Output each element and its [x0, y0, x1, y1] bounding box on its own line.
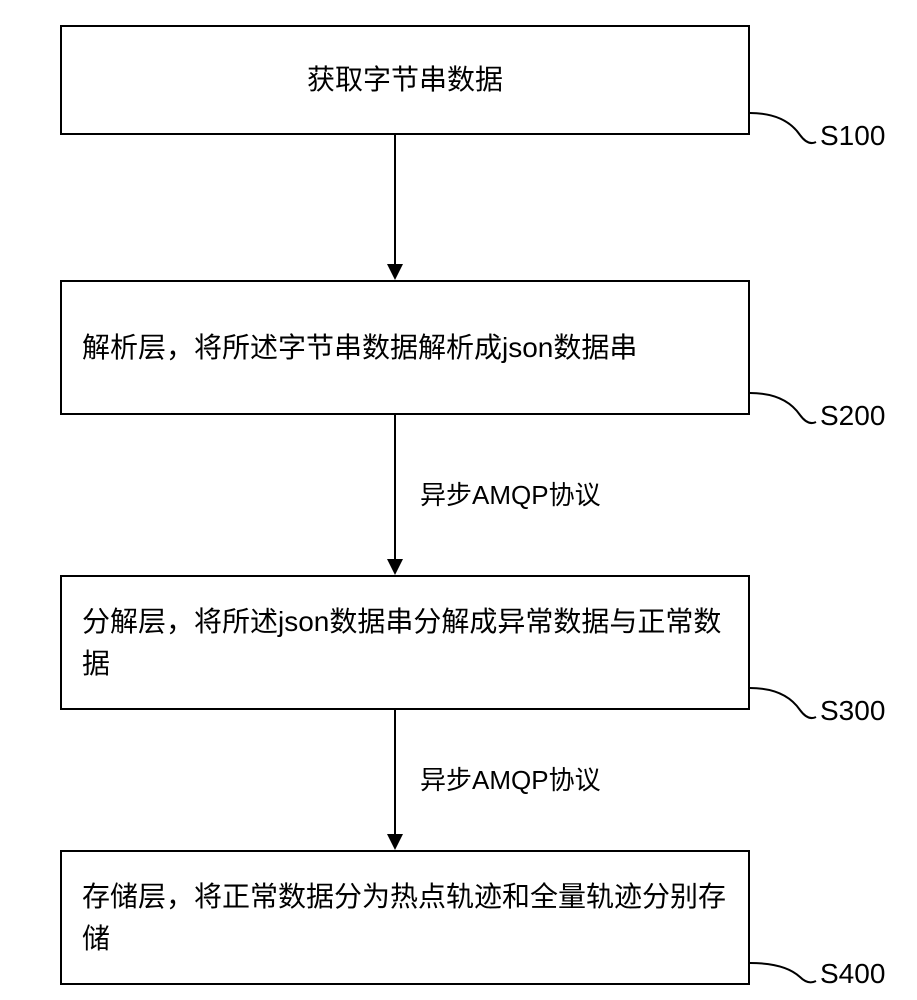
edge-3-label: 异步AMQP协议	[420, 760, 601, 797]
callout-curve-4	[750, 955, 820, 990]
edge-3-line	[394, 710, 396, 834]
step-label-text: S400	[820, 958, 885, 989]
flow-node-parse: 解析层，将所述字节串数据解析成json数据串	[60, 280, 750, 415]
edge-label-text: 异步AMQP协议	[420, 480, 601, 510]
callout-curve-2	[750, 390, 820, 430]
node-text: 解析层，将所述字节串数据解析成json数据串	[82, 327, 637, 369]
flow-node-storage: 存储层，将正常数据分为热点轨迹和全量轨迹分别存储	[60, 850, 750, 985]
edge-2-label: 异步AMQP协议	[420, 475, 601, 512]
step-label-s400: S400	[820, 958, 885, 990]
step-label-text: S100	[820, 120, 885, 151]
edge-2-head	[387, 559, 403, 575]
node-text: 获取字节串数据	[307, 59, 503, 101]
flow-node-acquire: 获取字节串数据	[60, 25, 750, 135]
edge-1-head	[387, 264, 403, 280]
edge-3-head	[387, 834, 403, 850]
callout-curve-3	[750, 685, 820, 725]
step-label-s200: S200	[820, 400, 885, 432]
edge-2-line	[394, 415, 396, 559]
step-label-s100: S100	[820, 120, 885, 152]
step-label-text: S200	[820, 400, 885, 431]
callout-curve-1	[750, 110, 820, 150]
edge-1-line	[394, 135, 396, 264]
node-text: 存储层，将正常数据分为热点轨迹和全量轨迹分别存储	[82, 876, 728, 960]
step-label-text: S300	[820, 695, 885, 726]
step-label-s300: S300	[820, 695, 885, 727]
flowchart-container: 获取字节串数据 S100 解析层，将所述字节串数据解析成json数据串 S200…	[0, 0, 917, 1000]
flow-node-decompose: 分解层，将所述json数据串分解成异常数据与正常数据	[60, 575, 750, 710]
edge-label-text: 异步AMQP协议	[420, 765, 601, 795]
node-text: 分解层，将所述json数据串分解成异常数据与正常数据	[82, 601, 728, 685]
